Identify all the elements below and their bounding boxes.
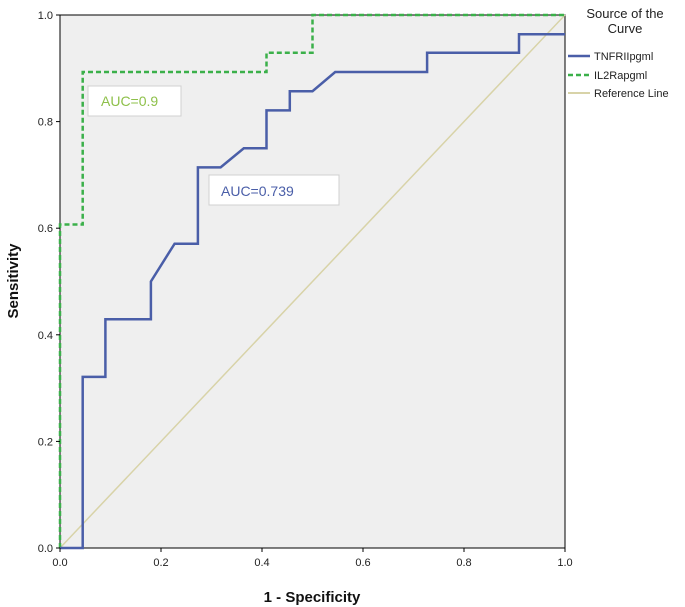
y-tick-label: 0.2	[38, 436, 53, 448]
y-tick-label: 1.0	[38, 10, 53, 22]
x-tick-label: 0.0	[52, 557, 67, 569]
auc-label-il2rapgml: AUC=0.9	[87, 85, 182, 117]
auc-text-il2rapgml: AUC=0.9	[101, 93, 158, 109]
legend-title-line1: Source of the	[586, 6, 663, 21]
auc-label-tnfriipgml: AUC=0.739	[208, 174, 340, 206]
series-layer	[58, 13, 566, 550]
series-line-reference-line	[59, 14, 566, 549]
y-tick-label: 0.8	[38, 117, 53, 129]
y-tick-label: 0.0	[38, 543, 53, 555]
auc-box-tnfriipgml	[208, 174, 340, 206]
legend: Source of the Curve TNFRIIpgml IL2Rapgml…	[568, 6, 669, 100]
x-tick-label: 1.0	[557, 557, 572, 569]
legend-label-tnfriipgml: TNFRIIpgml	[594, 51, 653, 63]
legend-label-reference-line: Reference Line	[594, 88, 669, 100]
y-axis-title: Sensitivity	[5, 243, 22, 319]
x-tick-label: 0.6	[355, 557, 370, 569]
y-tick-label: 0.6	[38, 223, 53, 235]
auc-box-il2rapgml	[87, 85, 182, 117]
x-tick-label: 0.4	[254, 557, 269, 569]
legend-title-line2: Curve	[608, 21, 643, 36]
x-axis-title: 1 - Specificity	[264, 589, 361, 606]
x-tick-label: 0.2	[153, 557, 168, 569]
legend-label-il2rapgml: IL2Rapgml	[594, 70, 647, 82]
auc-text-tnfriipgml: AUC=0.739	[221, 183, 294, 199]
y-tick-label: 0.4	[38, 330, 53, 342]
series-line-il2rapgml	[58, 13, 565, 548]
series-line-tnfriipgml	[60, 32, 565, 550]
tick-layer: 0.0 0.2 0.4 0.6 0.8 1.0 0.0 0.2 0.4 0.6 0.8 1.0	[38, 10, 573, 569]
x-tick-label: 0.8	[456, 557, 471, 569]
